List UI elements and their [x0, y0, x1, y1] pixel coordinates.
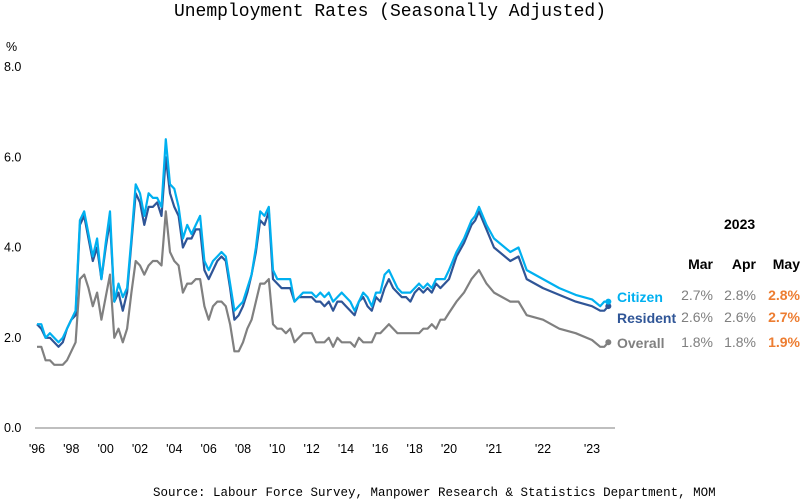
- x-tick-label: '00: [98, 442, 114, 456]
- table-cell-overall: 1.9%: [768, 334, 800, 350]
- x-tick-label: '12: [304, 442, 320, 456]
- series-end-marker-resident: [605, 303, 612, 310]
- x-tick-label: '16: [372, 442, 388, 456]
- y-tick-label: 0.0: [4, 421, 21, 435]
- table-cell-overall: 1.8%: [681, 334, 713, 350]
- chart-title: Unemployment Rates (Seasonally Adjusted): [173, 2, 607, 22]
- y-tick-label: 4.0: [4, 241, 21, 255]
- x-tick-label: '98: [63, 442, 79, 456]
- series-line-resident: [36, 156, 610, 348]
- x-tick-label: '10: [269, 442, 285, 456]
- y-axis-unit-label: %: [6, 40, 17, 54]
- table-cell-citizen: 2.8%: [768, 287, 800, 303]
- x-tick-label: '18: [407, 442, 423, 456]
- series-end-marker-citizen: [605, 298, 612, 305]
- series-line-overall: [37, 210, 610, 366]
- legend-label-overall: Overall: [617, 335, 664, 351]
- x-tick-label: '08: [235, 442, 251, 456]
- series-line-citizen: [37, 138, 609, 344]
- table-column-header: May: [772, 256, 800, 272]
- table-year-header: 2023: [724, 216, 756, 232]
- x-tick-label: '20: [441, 442, 457, 456]
- source-note: Source: Labour Force Survey, Manpower Re…: [153, 486, 716, 500]
- table-cell-citizen: 2.8%: [724, 287, 756, 303]
- x-tick-label: '22: [535, 442, 551, 456]
- legend-label-resident: Resident: [617, 310, 676, 326]
- y-tick-label: 6.0: [4, 150, 21, 164]
- table-column-header: Mar: [688, 256, 713, 272]
- table-cell-resident: 2.6%: [681, 309, 713, 325]
- x-tick-label: '06: [201, 442, 217, 456]
- x-tick-label: '02: [132, 442, 148, 456]
- table-cell-citizen: 2.7%: [681, 287, 713, 303]
- y-tick-label: 2.0: [4, 331, 21, 345]
- table-cell-resident: 2.6%: [724, 309, 756, 325]
- table-cell-overall: 1.8%: [724, 334, 756, 350]
- x-tick-label: '04: [166, 442, 182, 456]
- legend-label-citizen: Citizen: [617, 289, 663, 305]
- table-column-header: Apr: [731, 256, 756, 272]
- table-cell-resident: 2.7%: [768, 309, 800, 325]
- x-tick-label: '96: [29, 442, 45, 456]
- series-end-marker-overall: [605, 339, 612, 346]
- x-tick-label: '23: [584, 442, 600, 456]
- y-tick-label: 8.0: [4, 60, 21, 74]
- x-tick-label: '21: [486, 442, 502, 456]
- x-tick-label: '14: [338, 442, 354, 456]
